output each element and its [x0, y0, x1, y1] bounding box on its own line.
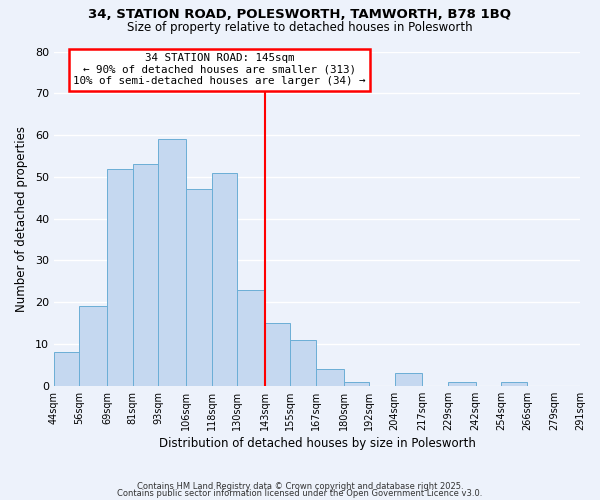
Bar [212, 172, 237, 386]
Bar [316, 369, 344, 386]
X-axis label: Distribution of detached houses by size in Polesworth: Distribution of detached houses by size … [158, 437, 475, 450]
Bar [448, 382, 476, 386]
Text: Size of property relative to detached houses in Polesworth: Size of property relative to detached ho… [127, 21, 473, 34]
Y-axis label: Number of detached properties: Number of detached properties [15, 126, 28, 312]
Bar [54, 352, 79, 386]
Text: 34 STATION ROAD: 145sqm
← 90% of detached houses are smaller (313)
10% of semi-d: 34 STATION ROAD: 145sqm ← 90% of detache… [73, 53, 366, 86]
Bar [290, 340, 316, 386]
Bar [133, 164, 158, 386]
Bar [501, 382, 527, 386]
Text: Contains HM Land Registry data © Crown copyright and database right 2025.: Contains HM Land Registry data © Crown c… [137, 482, 463, 491]
Bar [344, 382, 369, 386]
Bar [237, 290, 265, 386]
Bar [107, 168, 133, 386]
Bar [395, 374, 422, 386]
Text: 34, STATION ROAD, POLESWORTH, TAMWORTH, B78 1BQ: 34, STATION ROAD, POLESWORTH, TAMWORTH, … [89, 8, 511, 20]
Text: Contains public sector information licensed under the Open Government Licence v3: Contains public sector information licen… [118, 490, 482, 498]
Bar [79, 306, 107, 386]
Bar [265, 323, 290, 386]
Bar [186, 190, 212, 386]
Bar [158, 140, 186, 386]
